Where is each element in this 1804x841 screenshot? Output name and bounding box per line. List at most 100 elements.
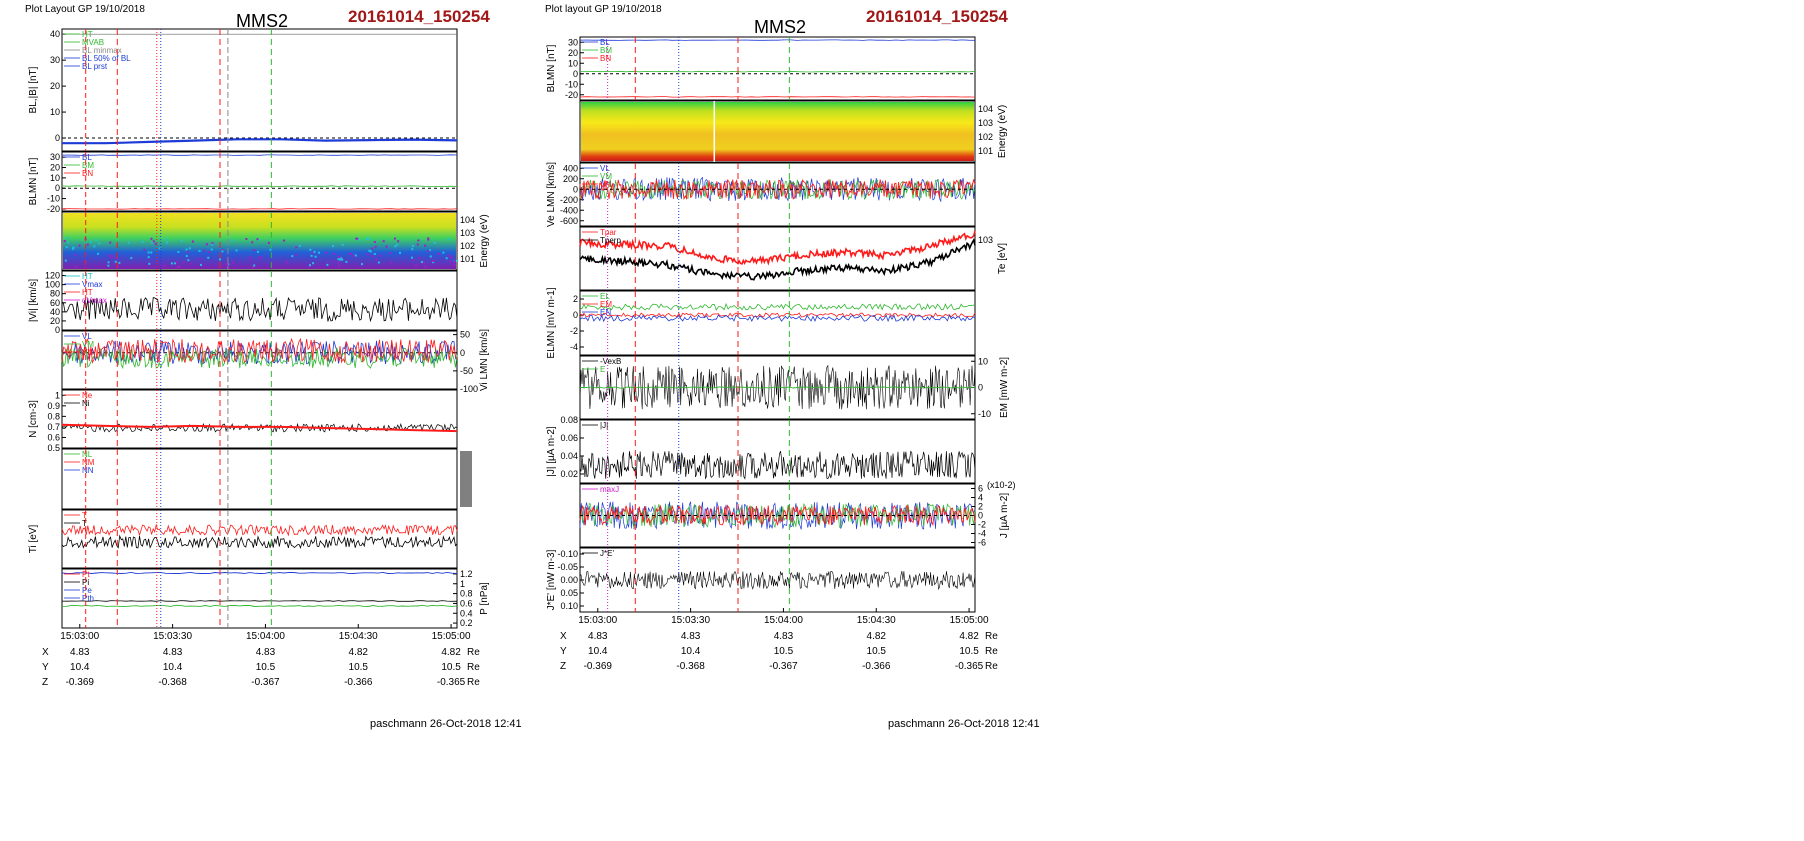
right-8-ylabel: J [µA m-2]	[999, 493, 1010, 538]
left-3-spectrogram-speckle	[295, 246, 298, 249]
left-3-spectrogram-speckle	[232, 261, 235, 264]
left-3-spectrogram-speckle	[422, 262, 425, 265]
left-3-spectrogram-speckle	[130, 257, 133, 260]
left-3-spectrogram-speckle	[420, 260, 423, 263]
left-3-spectrogram-speckle	[326, 263, 329, 266]
left-3-spectrogram-speckle	[379, 254, 382, 257]
left-3-spectrogram-speckle	[427, 238, 430, 241]
right-8-legend-label: maxJ	[600, 485, 619, 494]
right-ephem-value: -0.368	[676, 661, 705, 672]
left-3-spectrogram-speckle	[433, 241, 436, 244]
left-8-series-Tperp	[61, 534, 458, 550]
left-3-spectrogram-speckle	[203, 249, 206, 252]
left-3-spectrogram-speckle	[115, 257, 118, 260]
right-8-series-JM	[579, 503, 976, 529]
left-ephem-value: 10.5	[349, 662, 369, 673]
right-ephem-label: X	[560, 631, 567, 642]
right-5-ytick-label: 2	[573, 294, 578, 304]
left-2-ytick-label: 0	[55, 183, 60, 193]
left-9-frame	[61, 568, 458, 629]
right-2-ytick-label: 102	[978, 132, 993, 142]
left-3-spectrogram-speckle	[252, 266, 255, 269]
left-3-spectrogram-speckle	[437, 252, 440, 255]
left-3-spectrogram-speckle	[211, 243, 214, 246]
left-3-spectrogram-speckle	[74, 253, 77, 256]
left-3-spectrogram-speckle	[141, 240, 144, 243]
left-3-spectrogram-speckle	[374, 245, 377, 248]
left-3-spectrogram-speckle	[183, 260, 186, 263]
left-6-ytick-label: 0.6	[47, 432, 60, 442]
right-1-ytick-label: 0	[573, 69, 578, 79]
left-3-spectrogram-speckle	[291, 255, 294, 258]
left-6-series-Ne	[61, 423, 458, 433]
left-3-ytick-label: 104	[460, 215, 475, 225]
left-3-spectrogram-speckle	[258, 256, 261, 259]
left-3-spectrogram-speckle	[210, 248, 213, 251]
right-8-scale-label: (x10-2)	[987, 480, 1016, 490]
left-3-spectrogram-speckle	[97, 252, 100, 255]
right-7-ytick-label: 0.02	[560, 469, 578, 479]
right-ephem-value: 10.5	[867, 646, 887, 657]
right-9-ytick-label: -0.05	[557, 562, 578, 572]
right-9-ytick-label: -0.10	[557, 549, 578, 559]
left-6-ytick-label: 0.5	[47, 443, 60, 453]
left-3-spectrogram-speckle	[417, 239, 420, 242]
left-1-legend-label: BL 50% of BL	[82, 54, 131, 63]
left-4-legend-label: HT	[82, 272, 93, 281]
right-2-ytick-label: 104	[978, 104, 993, 114]
left-9-ytick-label: 0.6	[460, 598, 473, 608]
left-4-ylabel: |Vi| [km/s]	[28, 279, 39, 323]
right-time-tick-label: 15:05:00	[950, 615, 989, 626]
left-3-spectrogram-speckle	[349, 252, 352, 255]
right-6-ytick-label: 0	[978, 383, 983, 393]
left-3-spectrogram-speckle	[95, 239, 98, 242]
left-3-spectrogram-speckle	[67, 241, 70, 244]
left-3-spectrogram-speckle	[385, 245, 388, 248]
left-2-legend-label: BL	[82, 153, 92, 162]
right-ephem-unit: Re	[985, 631, 998, 642]
right-3-series-VN	[579, 178, 976, 201]
left-3-spectrogram-speckle	[318, 251, 321, 254]
left-9-ytick-label: 1	[460, 579, 465, 589]
left-6-ytick-label: 0.9	[47, 401, 60, 411]
left-3-spectrogram-speckle	[310, 254, 313, 257]
left-3-spectrogram-speckle	[150, 251, 153, 254]
left-6-ytick-label: 0.8	[47, 411, 60, 421]
left-3-spectrogram-speckle	[337, 255, 340, 258]
left-2-ytick-label: -20	[47, 204, 60, 214]
left-3-spectrogram-speckle	[309, 248, 312, 251]
right-7-panel: 0.08 0.06 0.04 0.02|J| [µA m-2] |J|	[546, 415, 976, 484]
left-3-spectrogram-speckle	[337, 258, 340, 261]
left-ephem-value: 10.5	[256, 662, 276, 673]
left-3-spectrogram-speckle	[259, 257, 262, 260]
left-3-spectrogram-speckle	[339, 258, 342, 261]
left-3-spectrogram-speckle	[365, 237, 368, 240]
right-1-ytick-label: 10	[568, 58, 578, 68]
right-8-ytick-label: 2	[978, 502, 983, 512]
left-4-ytick-label: 120	[45, 271, 60, 281]
left-3-spectrogram-speckle	[177, 265, 180, 268]
left-2-legend-label: BM	[82, 161, 94, 170]
left-9-legend-label: Pth	[82, 594, 94, 603]
left-3-spectrogram-speckle	[450, 256, 453, 259]
right-7-ytick-label: 0.08	[560, 415, 578, 425]
right-6-ylabel: EM [mW m-2]	[999, 357, 1010, 418]
left-3-spectrogram-speckle	[250, 259, 253, 262]
right-7-legend-label: |J|	[600, 421, 608, 430]
left-3-frame	[61, 211, 458, 271]
left-8-legend-label: T	[82, 511, 87, 520]
left-ephem-value: 4.82	[441, 647, 461, 658]
right-2-panel: 104 103 102 101 Energy (eV)	[579, 100, 1008, 163]
left-9-legend-label: Pi	[82, 578, 89, 587]
right-5-series-EN	[579, 314, 976, 323]
left-3-spectrogram-speckle	[253, 249, 256, 252]
left-2-series-BL	[61, 154, 458, 156]
right-time-tick-label: 15:03:30	[671, 615, 710, 626]
left-3-spectrogram-speckle	[235, 249, 238, 252]
left-3-spectrogram-speckle	[432, 259, 435, 262]
right-2-spectrogram	[581, 102, 974, 161]
